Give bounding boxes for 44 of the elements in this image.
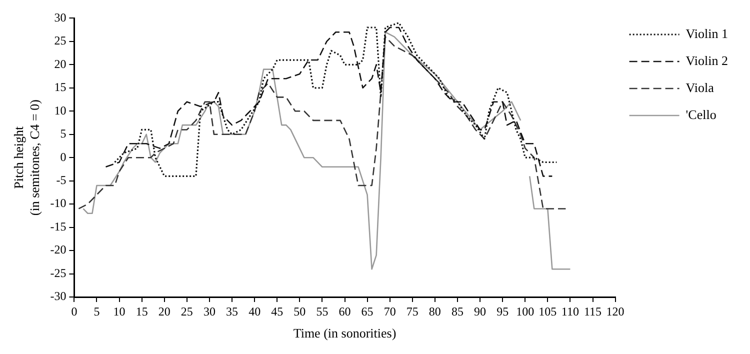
- y-tick-label: -10: [50, 196, 66, 210]
- y-tick-label: -20: [50, 242, 66, 257]
- x-tick-label: 5: [94, 304, 100, 318]
- x-tick-label: 110: [561, 304, 579, 318]
- x-tick-label: 50: [294, 304, 306, 318]
- y-tick-label: 30: [54, 10, 66, 24]
- x-tick-label: 75: [406, 304, 418, 318]
- y-tick-label: -30: [50, 289, 66, 304]
- x-tick-label: 0: [71, 304, 78, 318]
- x-tick-label: 65: [361, 304, 374, 318]
- x-tick-label: 80: [428, 304, 441, 318]
- x-tick-label: 90: [474, 304, 486, 318]
- x-axis-title: Time (in sonorities): [293, 326, 396, 341]
- x-tick-label: 105: [538, 304, 557, 318]
- y-tick-label: 10: [54, 103, 66, 118]
- x-tick-label: 70: [384, 304, 396, 318]
- x-tick-label: 100: [516, 304, 534, 318]
- x-tick-label: 10: [113, 304, 126, 318]
- legend-label: Violin 1: [686, 26, 728, 41]
- y-tick-label: -25: [50, 266, 66, 280]
- x-tick-label: 60: [338, 304, 351, 318]
- legend-label: Viola: [686, 80, 714, 95]
- y-tick-label: 0: [60, 150, 66, 164]
- x-tick-label: 25: [180, 304, 193, 318]
- y-tick-label: -5: [56, 172, 66, 187]
- x-tick-label: 20: [158, 304, 170, 318]
- y-axis-title: Pitch height (in semitones, C4 = 0): [11, 100, 42, 216]
- x-tick-label: 45: [271, 304, 284, 318]
- y-tick-label: 5: [60, 126, 66, 141]
- x-tick-label: 55: [316, 304, 328, 318]
- x-tick-label: 115: [584, 304, 602, 318]
- legend-label: Violin 2: [686, 52, 728, 68]
- x-tick-label: 15: [136, 304, 148, 318]
- x-tick-label: 30: [203, 304, 216, 318]
- x-tick-label: 120: [606, 304, 624, 318]
- legend-label: 'Cello: [686, 106, 716, 122]
- x-tick-label: 40: [248, 304, 261, 318]
- y-tick-label: 25: [54, 34, 66, 48]
- y-tick-label: 15: [54, 80, 66, 94]
- x-tick-label: 35: [226, 304, 238, 318]
- x-tick-label: 85: [451, 304, 464, 318]
- y-tick-label: 20: [54, 56, 66, 71]
- x-tick-label: 95: [496, 304, 509, 318]
- y-tick-label: -15: [50, 219, 66, 234]
